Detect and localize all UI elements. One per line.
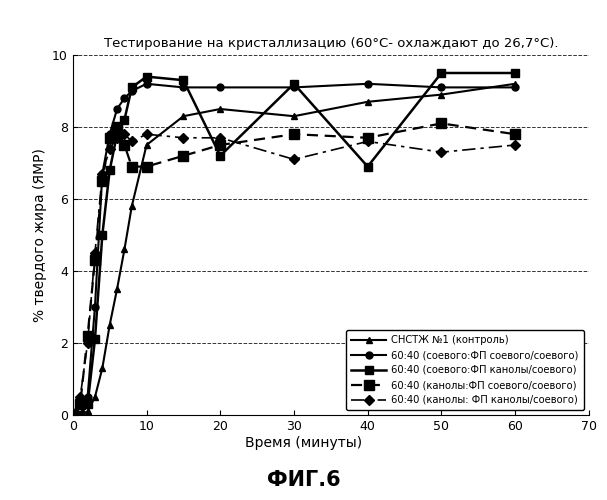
60:40 (канолы:ФП соевого/соевого) [99,178,106,184]
60:40 (канолы: ФП канолы/соевого): (40, 7.6): ФП канолы/соевого): (40, 7.6) [364,138,371,144]
60:40 (канолы: ФП канолы/соевого): (6, 7.7): ФП канолы/соевого): (6, 7.7) [114,135,121,141]
СНСТЖ №1 (контроль) [180,113,187,119]
60:40 (соевого:ФП канолы/соевого) [84,401,91,407]
СНСТЖ №1 (контроль) [106,322,114,328]
60:40 (соевого:ФП канолы/соевого) [69,412,76,418]
60:40 (канолы: ФП канолы/соевого): (7, 7.8): ФП канолы/соевого): (7, 7.8) [121,131,128,137]
Y-axis label: % твердого жира (ЯМР): % твердого жира (ЯМР) [33,148,47,322]
60:40 (канолы: ФП канолы/соевого): (8, 7.6): ФП канолы/соевого): (8, 7.6) [128,138,135,144]
60:40 (соевого:ФП соевого/соевого) [76,412,84,418]
60:40 (канолы: ФП канолы/соевого): (20, 7.7): ФП канолы/соевого): (20, 7.7) [217,135,224,141]
СНСТЖ №1 (контроль) [99,365,106,371]
СНСТЖ №1 (контроль) [84,408,91,414]
СНСТЖ №1 (контроль) [91,394,98,400]
60:40 (соевого:ФП соевого/соевого) [438,84,445,90]
60:40 (соевого:ФП соевого/соевого) [114,106,121,112]
60:40 (канолы: ФП канолы/соевого): (4, 6.7): ФП канолы/соевого): (4, 6.7) [99,171,106,177]
Line: 60:40 (канолы:ФП соевого/соевого): 60:40 (канолы:ФП соевого/соевого) [68,118,520,420]
60:40 (канолы:ФП соевого/соевого) [364,135,371,141]
60:40 (канолы: ФП канолы/соевого): (5, 7.4): ФП канолы/соевого): (5, 7.4) [106,146,114,152]
Line: СНСТЖ №1 (контроль): СНСТЖ №1 (контроль) [69,80,518,418]
60:40 (соевого:ФП канолы/соевого) [512,70,519,76]
СНСТЖ №1 (контроль) [69,412,76,418]
Line: 60:40 (соевого:ФП канолы/соевого): 60:40 (соевого:ФП канолы/соевого) [69,69,519,419]
60:40 (канолы: ФП канолы/соевого): (0, 0): ФП канолы/соевого): (0, 0) [69,412,76,418]
60:40 (соевого:ФП канолы/соевого) [438,70,445,76]
60:40 (соевого:ФП канолы/соевого) [217,153,224,159]
60:40 (канолы:ФП соевого/соевого) [121,142,128,148]
60:40 (канолы: ФП канолы/соевого): (15, 7.7): ФП канолы/соевого): (15, 7.7) [180,135,187,141]
60:40 (соевого:ФП соевого/соевого) [128,88,135,94]
60:40 (канолы:ФП соевого/соевого) [128,164,135,170]
СНСТЖ №1 (контроль) [217,106,224,112]
60:40 (соевого:ФП канолы/соевого) [128,84,135,90]
СНСТЖ №1 (контроль) [512,81,519,87]
60:40 (канолы: ФП канолы/соевого): (50, 7.3): ФП канолы/соевого): (50, 7.3) [438,149,445,155]
60:40 (соевого:ФП канолы/соевого) [143,74,150,80]
60:40 (соевого:ФП канолы/соевого) [99,232,106,238]
60:40 (соевого:ФП соевого/соевого) [91,304,98,310]
60:40 (соевого:ФП соевого/соевого) [512,84,519,90]
60:40 (канолы:ФП соевого/соевого) [84,333,91,339]
СНСТЖ №1 (контроль) [143,142,150,148]
СНСТЖ №1 (контроль) [438,92,445,98]
60:40 (канолы:ФП соевого/соевого) [114,124,121,130]
60:40 (канолы:ФП соевого/соевого) [106,135,114,141]
60:40 (соевого:ФП соевого/соевого) [99,171,106,177]
60:40 (соевого:ФП канолы/соевого) [76,412,84,418]
СНСТЖ №1 (контроль) [76,412,84,418]
СНСТЖ №1 (контроль) [121,246,128,252]
60:40 (канолы:ФП соевого/соевого) [438,120,445,126]
60:40 (соевого:ФП соевого/соевого) [364,81,371,87]
Line: 60:40 (соевого:ФП соевого/соевого): 60:40 (соевого:ФП соевого/соевого) [69,80,518,418]
60:40 (соевого:ФП соевого/соевого) [106,131,114,137]
Text: ФИГ.6: ФИГ.6 [266,470,341,490]
60:40 (канолы:ФП соевого/соевого) [217,142,224,148]
СНСТЖ №1 (контроль) [128,203,135,209]
60:40 (соевого:ФП канолы/соевого) [91,336,98,342]
60:40 (соевого:ФП соевого/соевого) [84,394,91,400]
60:40 (канолы: ФП канолы/соевого): (3, 4.5): ФП канолы/соевого): (3, 4.5) [91,250,98,256]
60:40 (соевого:ФП соевого/соевого) [180,84,187,90]
СНСТЖ №1 (контроль) [290,113,297,119]
60:40 (канолы: ФП канолы/соевого): (10, 7.8): ФП канолы/соевого): (10, 7.8) [143,131,150,137]
60:40 (соевого:ФП канолы/соевого) [106,167,114,173]
Title: Тестирование на кристаллизацию (60°С- охлаждают до 26,7°С).: Тестирование на кристаллизацию (60°С- ох… [104,36,558,50]
60:40 (канолы: ФП канолы/соевого): (30, 7.1): ФП канолы/соевого): (30, 7.1) [290,156,297,162]
60:40 (канолы:ФП соевого/соевого) [180,153,187,159]
60:40 (канолы:ФП соевого/соевого) [69,412,76,418]
60:40 (соевого:ФП соевого/соевого) [143,81,150,87]
СНСТЖ №1 (контроль) [364,99,371,105]
60:40 (канолы:ФП соевого/соевого) [512,131,519,137]
60:40 (канолы: ФП канолы/соевого): (2, 2): ФП канолы/соевого): (2, 2) [84,340,91,346]
60:40 (канолы: ФП канолы/соевого): (1, 0.5): ФП канолы/соевого): (1, 0.5) [76,394,84,400]
60:40 (канолы:ФП соевого/соевого) [91,257,98,263]
60:40 (канолы:ФП соевого/соевого) [290,131,297,137]
Legend: СНСТЖ №1 (контроль), 60:40 (соевого:ФП соевого/соевого), 60:40 (соевого:ФП канол: СНСТЖ №1 (контроль), 60:40 (соевого:ФП с… [347,330,584,410]
60:40 (канолы:ФП соевого/соевого) [143,164,150,170]
60:40 (канолы: ФП канолы/соевого): (60, 7.5): ФП канолы/соевого): (60, 7.5) [512,142,519,148]
Line: 60:40 (канолы: ФП канолы/соевого): 60:40 (канолы: ФП канолы/соевого) [69,130,518,418]
60:40 (соевого:ФП канолы/соевого) [180,77,187,83]
60:40 (соевого:ФП соевого/соевого) [290,84,297,90]
60:40 (соевого:ФП соевого/соевого) [69,412,76,418]
60:40 (соевого:ФП канолы/соевого) [364,164,371,170]
60:40 (соевого:ФП канолы/соевого) [290,81,297,87]
60:40 (соевого:ФП соевого/соевого) [217,84,224,90]
СНСТЖ №1 (контроль) [114,286,121,292]
60:40 (соевого:ФП канолы/соевого) [114,131,121,137]
Text: Время (минуты): Время (минуты) [245,436,362,450]
60:40 (соевого:ФП канолы/соевого) [121,117,128,123]
60:40 (канолы:ФП соевого/соевого) [76,401,84,407]
60:40 (соевого:ФП соевого/соевого) [121,95,128,101]
